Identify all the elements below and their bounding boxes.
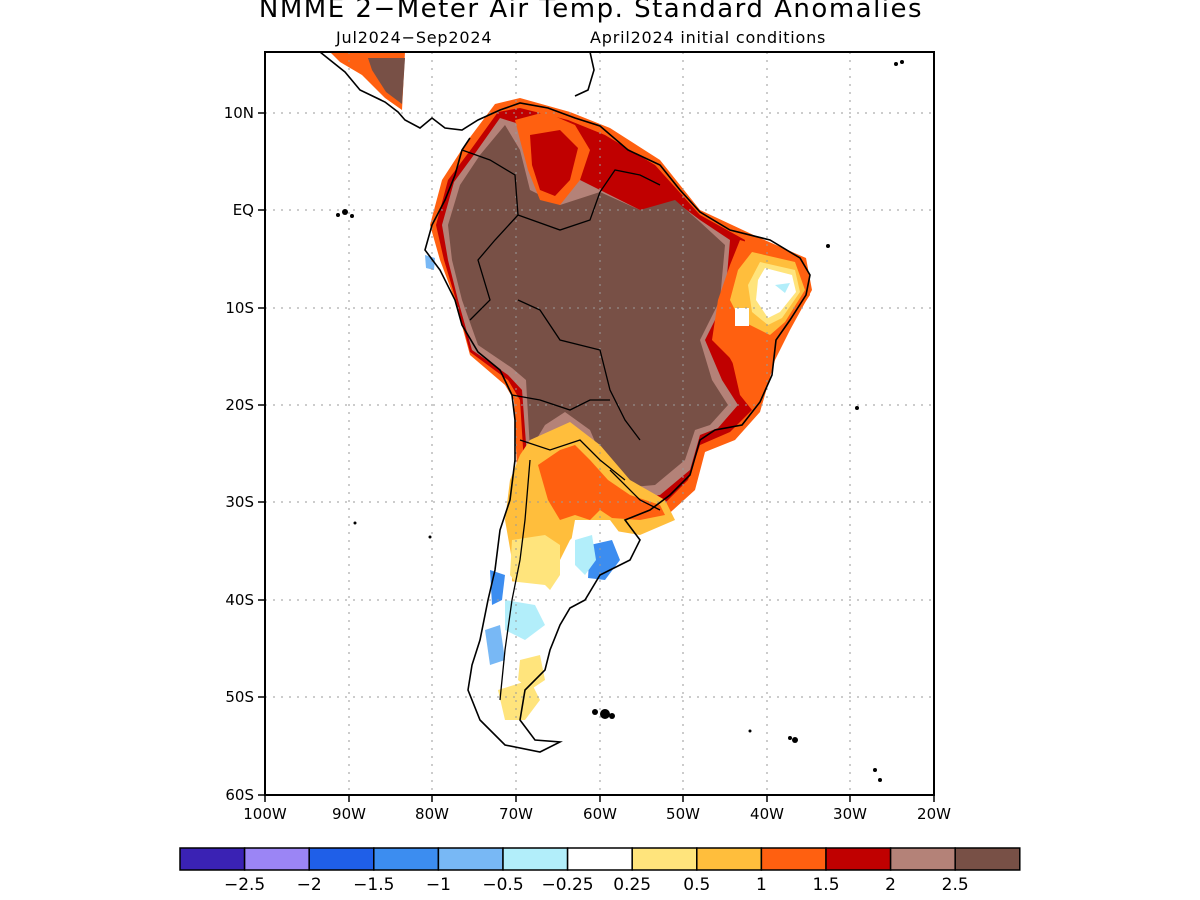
lat-label: 40S [225,591,254,609]
lat-label: 10S [225,299,254,317]
anomaly-field [330,52,812,720]
longitude-labels: 100W 90W 80W 70W 60W 50W 40W 30W 20W [243,805,951,823]
colorbar-label: 0.25 [613,875,651,895]
lon-label: 50W [666,805,700,823]
tick-marks [258,112,935,802]
colorbar-label: 0.5 [683,875,710,895]
colorbar-label: −0.25 [542,875,594,895]
lon-label: 30W [833,805,867,823]
lat-label: 50S [225,688,254,706]
lat-label: EQ [233,201,254,219]
valid-period-label: Jul2024−Sep2024 [336,28,493,47]
colorbar-label: −1 [426,875,451,895]
colorbar-label: 2 [885,875,896,895]
colorbar-label: −2 [297,875,322,895]
initial-conditions-label: April2024 initial conditions [590,28,827,47]
colorbar-swatch [308,847,375,871]
lon-label: 20W [917,805,951,823]
lon-label: 80W [415,805,449,823]
colorbar-label: 1 [756,875,767,895]
colorbar-label: 2.5 [942,875,969,895]
colorbar-swatch [373,847,440,871]
colorbar-swatch [502,847,569,871]
colorbar-swatch [696,847,763,871]
lon-label: 40W [750,805,784,823]
colorbar: −2.5 −2 −1.5 −1 −0.5 −0.25 0.25 0.5 1 1.5 2 2.5 [179,847,1021,895]
coastlines [319,52,811,753]
colorbar-swatch [566,847,633,871]
colorbar-swatch [243,847,310,871]
lon-label: 90W [332,805,366,823]
country-borders [461,149,661,701]
colorbar-swatch [889,847,956,871]
lat-label: 10N [224,104,254,122]
colorbar-label: −2.5 [224,875,265,895]
colorbar-swatch [437,847,504,871]
colorbar-label: −0.5 [482,875,523,895]
lat-label: 20S [225,396,254,414]
lat-label: 30S [225,493,254,511]
lon-label: 70W [499,805,533,823]
colorbar-swatch [760,847,827,871]
colorbar-label: −1.5 [353,875,394,895]
colorbar-swatch [179,847,246,871]
lat-label: 60S [225,786,254,804]
lon-label: 60W [583,805,617,823]
islands [336,60,904,782]
colorbar-label: 1.5 [812,875,839,895]
colorbar-swatch [825,847,892,871]
latitude-labels: 10N EQ 10S 20S 30S 40S 50S 60S [224,104,254,804]
map-title: NMME 2−Meter Air Temp. Standard Anomalie… [258,0,924,24]
colorbar-swatch [954,847,1021,871]
lon-label: 100W [243,805,287,823]
colorbar-swatch [631,847,698,871]
